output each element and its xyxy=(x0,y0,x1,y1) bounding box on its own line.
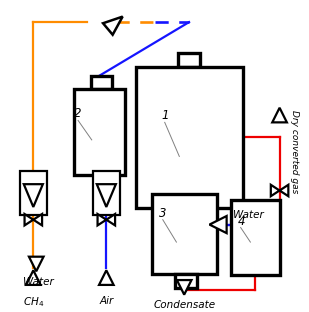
Polygon shape xyxy=(97,184,116,207)
Bar xyxy=(178,53,200,67)
Text: Dry converted gas: Dry converted gas xyxy=(290,110,299,193)
Bar xyxy=(176,274,197,288)
Bar xyxy=(20,171,47,215)
Text: $CH_4$: $CH_4$ xyxy=(23,296,44,310)
Text: 2: 2 xyxy=(74,108,82,120)
Polygon shape xyxy=(210,216,226,233)
Polygon shape xyxy=(106,214,115,225)
Polygon shape xyxy=(280,185,288,196)
Polygon shape xyxy=(177,280,192,295)
Bar xyxy=(178,208,200,222)
Polygon shape xyxy=(24,184,43,207)
Text: Condensate: Condensate xyxy=(153,300,215,310)
Text: Air: Air xyxy=(99,296,113,306)
Text: Water: Water xyxy=(233,210,264,220)
Text: 3: 3 xyxy=(159,207,166,220)
Polygon shape xyxy=(98,214,106,225)
Bar xyxy=(152,194,217,274)
Bar xyxy=(74,89,125,175)
Polygon shape xyxy=(99,270,114,285)
Polygon shape xyxy=(24,214,33,225)
Polygon shape xyxy=(272,108,287,122)
Polygon shape xyxy=(103,17,123,35)
Polygon shape xyxy=(29,257,44,271)
Bar xyxy=(136,67,243,208)
Polygon shape xyxy=(33,214,42,225)
Bar xyxy=(231,200,280,275)
Bar xyxy=(93,171,120,215)
Text: 4: 4 xyxy=(238,215,245,227)
Text: 1: 1 xyxy=(162,110,169,122)
Polygon shape xyxy=(271,185,280,196)
Polygon shape xyxy=(26,270,40,285)
Bar xyxy=(91,76,112,89)
Text: Water: Water xyxy=(23,277,53,287)
